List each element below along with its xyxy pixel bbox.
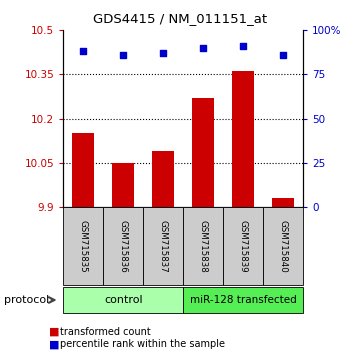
Point xyxy=(200,45,206,51)
Text: GDS4415 / NM_011151_at: GDS4415 / NM_011151_at xyxy=(93,12,268,25)
Bar xyxy=(232,72,254,207)
Text: GSM715837: GSM715837 xyxy=(159,219,168,273)
Point xyxy=(240,43,246,49)
Text: protocol: protocol xyxy=(4,295,49,305)
Bar xyxy=(112,163,134,207)
Text: GSM715836: GSM715836 xyxy=(119,219,128,273)
Text: GSM715840: GSM715840 xyxy=(279,219,288,273)
Bar xyxy=(192,98,214,207)
Text: ■: ■ xyxy=(49,327,59,337)
Text: miR-128 transfected: miR-128 transfected xyxy=(190,295,297,305)
Text: GSM715838: GSM715838 xyxy=(199,219,208,273)
Text: GSM715839: GSM715839 xyxy=(239,220,248,272)
Text: percentile rank within the sample: percentile rank within the sample xyxy=(60,339,225,349)
Point xyxy=(160,50,166,56)
Text: GSM715835: GSM715835 xyxy=(79,219,88,273)
Text: control: control xyxy=(104,295,143,305)
Text: transformed count: transformed count xyxy=(60,327,150,337)
Bar xyxy=(72,133,94,207)
Bar xyxy=(152,151,174,207)
Text: ■: ■ xyxy=(49,339,59,349)
Bar xyxy=(272,198,294,207)
Point xyxy=(80,48,86,54)
Point xyxy=(280,52,286,58)
Point xyxy=(120,52,126,58)
